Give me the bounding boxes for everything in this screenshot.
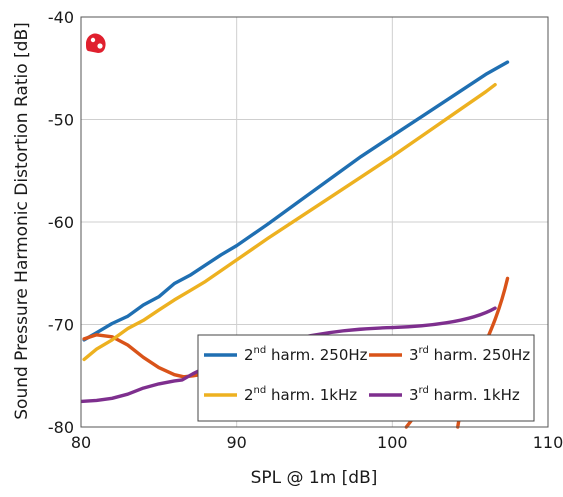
legend: 2nd harm. 250Hz 3rd harm. 250Hz 2nd harm. … xyxy=(197,334,535,422)
series-line-3rd-harm-1khz xyxy=(81,365,208,404)
y-tick-label: -60 xyxy=(48,213,74,232)
plot-frame xyxy=(80,16,549,428)
legend-entry: 2nd harm. 250Hz xyxy=(244,345,368,364)
series-line-3rd-harm-1khz-upper xyxy=(390,306,497,330)
y-axis-label: Sound Pressure Harmonic Distortion Ratio… xyxy=(12,22,32,420)
series-line-2nd-harm-1khz xyxy=(82,83,497,362)
y-tick-label: -40 xyxy=(48,8,74,27)
x-tick-label: 100 xyxy=(377,433,408,452)
series-line-3rd-harm-250hz xyxy=(82,333,208,379)
logo-icon xyxy=(86,33,106,53)
curves xyxy=(81,60,510,404)
series-line-3rd-harm-250hz-dip-left xyxy=(404,419,413,429)
y-tick-label: -70 xyxy=(48,316,74,335)
series-line-2nd-harm-250hz xyxy=(82,60,510,342)
legend-box xyxy=(197,334,535,422)
y-tick-label: -50 xyxy=(48,111,74,130)
legend-entry: 3rd harm. 250Hz xyxy=(409,345,530,364)
y-tick-label: -80 xyxy=(48,418,74,437)
x-tick-label: 80 xyxy=(71,433,91,452)
x-tick-label: 90 xyxy=(226,433,246,452)
x-tick-label: 110 xyxy=(533,433,563,452)
tick-labels: 80 90 100 110 -40 -50 -60 -70 -80 xyxy=(48,8,563,452)
legend-entry: 3rd harm. 1kHz xyxy=(409,385,520,404)
legend-entry: 2nd harm. 1kHz xyxy=(244,385,357,404)
x-axis-label: SPL @ 1m [dB] xyxy=(251,468,378,488)
